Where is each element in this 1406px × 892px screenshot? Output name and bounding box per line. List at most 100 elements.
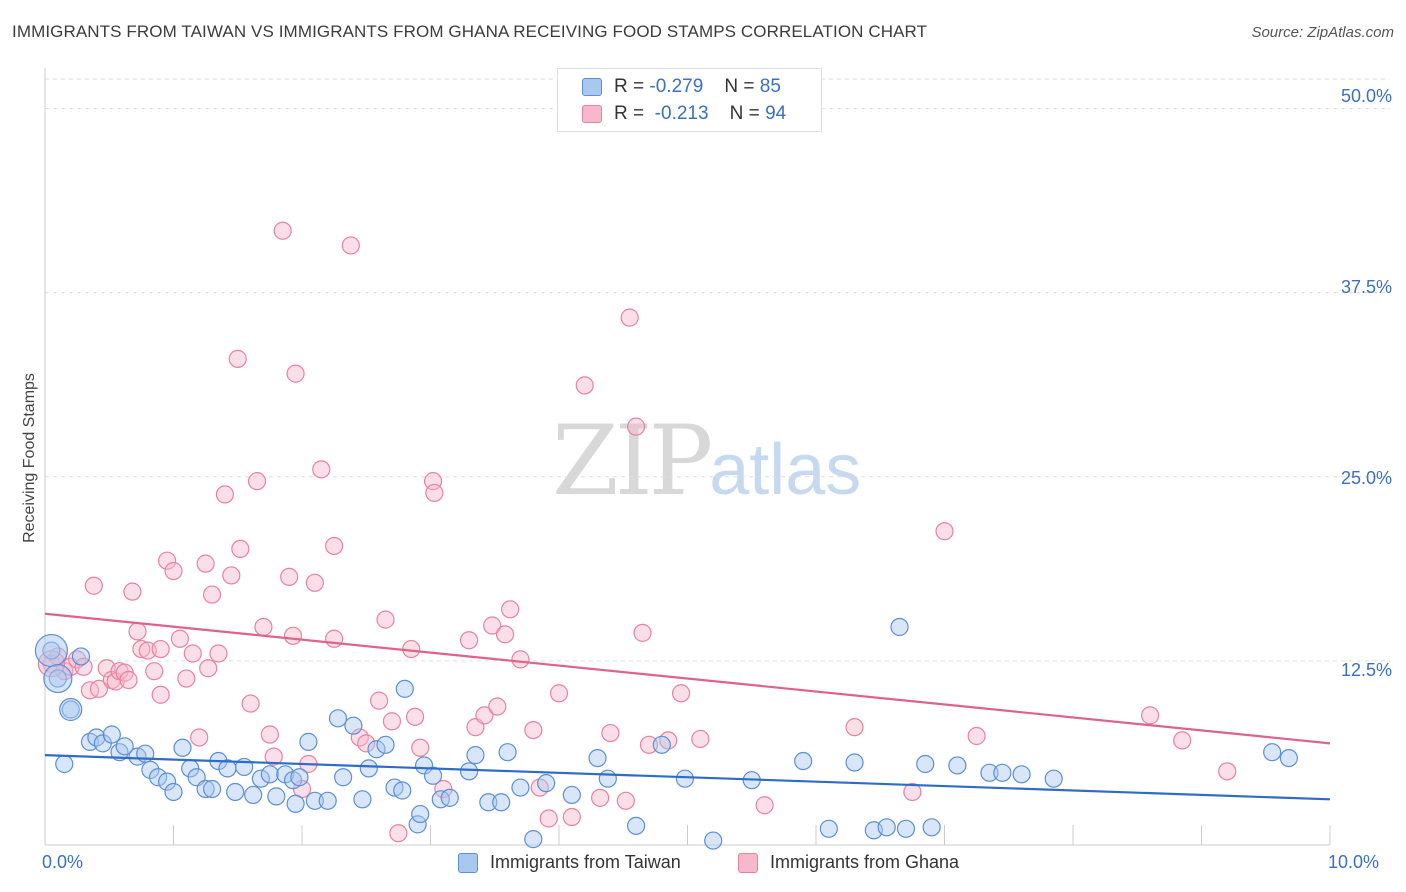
ghana-point <box>190 728 209 747</box>
taiwan-point <box>498 743 517 762</box>
taiwan-point <box>173 738 192 757</box>
ghana-point <box>247 472 267 491</box>
ghana-point <box>389 824 408 843</box>
taiwan-point <box>202 779 222 799</box>
taiwan-point <box>251 769 270 788</box>
legend-item-ghana[interactable]: Immigrants from Ghana <box>738 852 959 873</box>
ghana-point <box>196 554 215 573</box>
taiwan-point <box>598 769 617 788</box>
taiwan-point <box>305 791 324 810</box>
taiwan-point <box>55 754 74 774</box>
taiwan-point <box>524 830 543 849</box>
ghana-point <box>123 582 142 601</box>
r-label: R = <box>614 76 645 97</box>
taiwan-point <box>299 732 318 751</box>
ghana-point <box>903 782 922 802</box>
taiwan-point <box>318 791 337 810</box>
ghana-point <box>264 747 283 766</box>
taiwan-point-large <box>34 633 69 668</box>
ghana-point <box>151 639 170 659</box>
taiwan-point <box>344 716 363 735</box>
ghana-point <box>967 726 986 746</box>
ghana-point <box>341 236 360 255</box>
taiwan-trend-line <box>44 754 1331 801</box>
ghana-point <box>157 551 177 570</box>
taiwan-point <box>226 782 245 802</box>
taiwan-point <box>164 782 183 802</box>
taiwan-point <box>819 819 838 838</box>
source-label: Source: ZipAtlas.com <box>1251 24 1394 41</box>
taiwan-points <box>34 617 1298 850</box>
taiwan-point <box>626 816 646 835</box>
ghana-point <box>199 659 218 678</box>
taiwan-point <box>704 831 723 850</box>
taiwan-point <box>562 785 581 805</box>
taiwan-point <box>916 754 935 774</box>
taiwan-point <box>148 768 168 787</box>
y-tick-label: 25.0% <box>1340 468 1392 488</box>
ghana-point <box>620 308 639 327</box>
ghana-point <box>241 694 260 713</box>
ghana-point <box>1173 731 1192 750</box>
n-value: 85 <box>759 76 781 97</box>
gridlines <box>45 78 1390 662</box>
ghana-swatch <box>582 105 602 123</box>
ghana-point <box>501 600 520 619</box>
ghana-point <box>89 679 109 698</box>
ghana-point <box>286 364 305 383</box>
ghana-point <box>74 657 93 676</box>
ghana-point <box>405 707 425 726</box>
ghana-point <box>425 483 444 503</box>
x-tick-label: 0.0% <box>42 852 84 872</box>
taiwan-point <box>537 774 556 793</box>
taiwan-point <box>993 763 1012 782</box>
ghana-point <box>183 644 202 663</box>
n-label: N = <box>729 103 760 124</box>
y-axis-label: Receiving Food Stamps <box>21 373 38 543</box>
ghana-point <box>601 723 620 743</box>
taiwan-point <box>71 647 91 666</box>
ghana-point <box>273 221 292 240</box>
ghana-point <box>222 566 241 585</box>
taiwan-point <box>267 787 286 806</box>
ghana-point <box>260 725 279 744</box>
ghana-point <box>145 662 164 681</box>
taiwan-point <box>395 679 414 698</box>
taiwan-point <box>359 759 378 778</box>
taiwan-point <box>260 765 279 784</box>
taiwan-point <box>511 778 530 797</box>
taiwan-point <box>328 709 348 728</box>
taiwan-point <box>890 617 909 637</box>
n-value: 94 <box>765 103 787 124</box>
ghana-point <box>575 376 594 395</box>
r-label: R = <box>614 103 645 124</box>
ghana-point <box>524 720 543 740</box>
ghana-point <box>312 460 331 479</box>
ghana-point <box>325 629 344 648</box>
taiwan-point <box>492 793 511 812</box>
taiwan-point <box>877 818 896 837</box>
ghana-point <box>845 718 864 737</box>
ghana-point <box>495 625 515 644</box>
ghana-point <box>382 712 402 731</box>
ghana-point <box>935 522 954 541</box>
ghana-legend-swatch <box>738 852 758 873</box>
watermark-atlas: atlas <box>709 430 862 510</box>
taiwan-point <box>794 751 813 771</box>
ghana-points <box>37 221 1237 843</box>
ghana-point <box>231 539 250 559</box>
taiwan-point <box>393 781 412 800</box>
legend-item-taiwan[interactable]: Immigrants from Taiwan <box>458 852 681 873</box>
taiwan-point <box>922 818 941 837</box>
taiwan-point <box>196 779 215 799</box>
taiwan-point <box>367 740 386 759</box>
x-tick-label: 10.0% <box>1328 852 1380 872</box>
ghana-point <box>128 622 147 641</box>
ghana-point <box>488 697 507 716</box>
taiwan-point <box>980 763 999 782</box>
ghana-point <box>164 561 183 581</box>
taiwan-point <box>115 737 134 756</box>
ghana-point <box>539 809 558 828</box>
stats-row-ghana: R = -0.213 N = 94 <box>582 102 786 126</box>
